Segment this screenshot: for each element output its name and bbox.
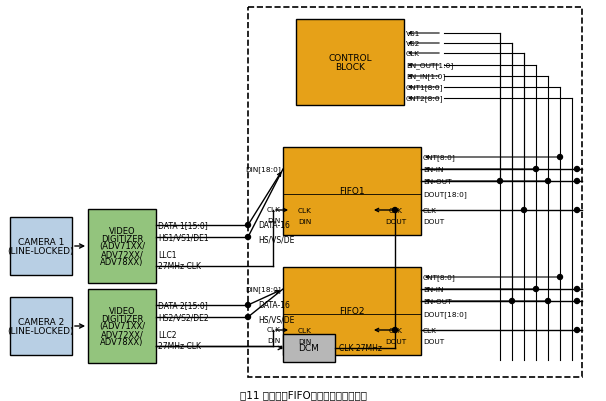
Bar bbox=[283, 267, 421, 355]
Bar bbox=[10, 217, 72, 275]
Circle shape bbox=[393, 328, 398, 333]
Circle shape bbox=[574, 299, 579, 304]
Text: DOUT: DOUT bbox=[423, 219, 444, 225]
Text: ADV72XX/: ADV72XX/ bbox=[101, 250, 144, 259]
Text: CLK: CLK bbox=[267, 207, 281, 213]
Circle shape bbox=[245, 223, 250, 228]
Text: EN-IN: EN-IN bbox=[423, 286, 444, 292]
Text: CNT[8:0]: CNT[8:0] bbox=[423, 274, 456, 281]
Text: CLK: CLK bbox=[267, 326, 281, 332]
Circle shape bbox=[574, 167, 579, 172]
Bar bbox=[283, 148, 421, 235]
Text: HS1/VS1/DE1: HS1/VS1/DE1 bbox=[158, 233, 208, 242]
Text: CNT[8:0]: CNT[8:0] bbox=[423, 154, 456, 161]
Text: CAMERA 1: CAMERA 1 bbox=[18, 238, 64, 247]
Text: DIN[18:0]: DIN[18:0] bbox=[245, 166, 281, 173]
Text: DIN[18:0]: DIN[18:0] bbox=[245, 286, 281, 293]
Text: HS/VS/DE: HS/VS/DE bbox=[258, 235, 295, 244]
Circle shape bbox=[498, 179, 502, 184]
Text: HS2/VS2/DE2: HS2/VS2/DE2 bbox=[158, 313, 208, 322]
Text: CLK: CLK bbox=[298, 207, 312, 213]
Text: EN-OUT: EN-OUT bbox=[423, 298, 451, 304]
Circle shape bbox=[245, 235, 250, 240]
Circle shape bbox=[574, 328, 579, 333]
Text: DIN: DIN bbox=[268, 217, 281, 223]
Text: DIGITIZER: DIGITIZER bbox=[101, 314, 143, 323]
Text: 27MHz CLK: 27MHz CLK bbox=[158, 342, 201, 350]
Circle shape bbox=[558, 275, 562, 280]
Circle shape bbox=[574, 208, 579, 213]
Text: CLK: CLK bbox=[423, 327, 437, 333]
Text: DIN: DIN bbox=[298, 219, 311, 225]
Text: EN-OUT: EN-OUT bbox=[423, 178, 451, 184]
Text: CLK: CLK bbox=[389, 327, 403, 333]
Text: VIDEO: VIDEO bbox=[108, 306, 135, 315]
Text: DIGITIZER: DIGITIZER bbox=[101, 234, 143, 243]
Bar bbox=[10, 297, 72, 355]
Text: EN-IN: EN-IN bbox=[423, 166, 444, 172]
Text: ADV78XX): ADV78XX) bbox=[101, 257, 144, 266]
Text: HS/VS/DE: HS/VS/DE bbox=[258, 315, 295, 324]
Text: DATA 1[15:0]: DATA 1[15:0] bbox=[158, 221, 208, 230]
Text: DOUT[18:0]: DOUT[18:0] bbox=[423, 311, 467, 318]
Text: CLK: CLK bbox=[389, 207, 403, 213]
Text: (ADV71XX/: (ADV71XX/ bbox=[99, 242, 145, 251]
Text: DATA-16: DATA-16 bbox=[258, 221, 290, 230]
Text: DATA 2[15:0]: DATA 2[15:0] bbox=[158, 301, 208, 310]
Text: 27MHz CLK: 27MHz CLK bbox=[158, 262, 201, 271]
Text: (ADV71XX/: (ADV71XX/ bbox=[99, 322, 145, 331]
Text: CLK: CLK bbox=[423, 207, 437, 213]
Text: LLC1: LLC1 bbox=[158, 251, 176, 260]
Text: DCM: DCM bbox=[299, 344, 319, 352]
Text: DOUT[18:0]: DOUT[18:0] bbox=[423, 191, 467, 198]
Text: DOUT: DOUT bbox=[423, 338, 444, 344]
Text: CLK: CLK bbox=[406, 51, 420, 57]
Circle shape bbox=[558, 155, 562, 160]
Bar bbox=[248, 8, 582, 377]
Text: CNT2[8:0]: CNT2[8:0] bbox=[406, 95, 444, 102]
Text: LLC2: LLC2 bbox=[158, 331, 176, 340]
Circle shape bbox=[510, 299, 514, 304]
Text: VIDEO: VIDEO bbox=[108, 226, 135, 235]
Bar bbox=[88, 289, 156, 363]
Text: CONTROL: CONTROL bbox=[328, 54, 372, 63]
Circle shape bbox=[533, 287, 539, 292]
Text: DIN: DIN bbox=[268, 337, 281, 343]
Text: CLK 27MHz: CLK 27MHz bbox=[339, 344, 382, 352]
Bar bbox=[296, 20, 404, 106]
Text: EN_IN[1:0]: EN_IN[1:0] bbox=[406, 73, 445, 80]
Circle shape bbox=[545, 299, 550, 304]
Text: CNT1[8:0]: CNT1[8:0] bbox=[406, 85, 444, 91]
Circle shape bbox=[393, 208, 398, 213]
Text: DOUT: DOUT bbox=[385, 219, 407, 225]
Text: VS2: VS2 bbox=[406, 41, 421, 47]
Bar bbox=[283, 334, 335, 362]
Circle shape bbox=[245, 315, 250, 320]
Text: CAMERA 2: CAMERA 2 bbox=[18, 318, 64, 326]
Text: FIFO1: FIFO1 bbox=[339, 187, 365, 196]
Circle shape bbox=[574, 179, 579, 184]
Text: CLK: CLK bbox=[298, 327, 312, 333]
Text: (LINE-LOCKED): (LINE-LOCKED) bbox=[8, 246, 75, 255]
Text: EN_OUT[1:0]: EN_OUT[1:0] bbox=[406, 63, 453, 69]
Bar bbox=[88, 209, 156, 283]
Text: FIFO2: FIFO2 bbox=[339, 307, 365, 316]
Circle shape bbox=[574, 287, 579, 292]
Circle shape bbox=[533, 167, 539, 172]
Circle shape bbox=[545, 179, 550, 184]
Text: ADV78XX): ADV78XX) bbox=[101, 337, 144, 346]
Text: BLOCK: BLOCK bbox=[335, 63, 365, 71]
Text: DIN: DIN bbox=[298, 338, 311, 344]
Circle shape bbox=[522, 208, 527, 213]
Circle shape bbox=[245, 303, 250, 308]
Text: DOUT: DOUT bbox=[385, 338, 407, 344]
Text: (LINE-LOCKED): (LINE-LOCKED) bbox=[8, 326, 75, 335]
Text: 图11 使用数字FIFO来重新对齐视频图像: 图11 使用数字FIFO来重新对齐视频图像 bbox=[239, 389, 367, 399]
Text: ADV72XX/: ADV72XX/ bbox=[101, 330, 144, 338]
Text: VS1: VS1 bbox=[406, 31, 421, 37]
Text: DATA-16: DATA-16 bbox=[258, 301, 290, 310]
